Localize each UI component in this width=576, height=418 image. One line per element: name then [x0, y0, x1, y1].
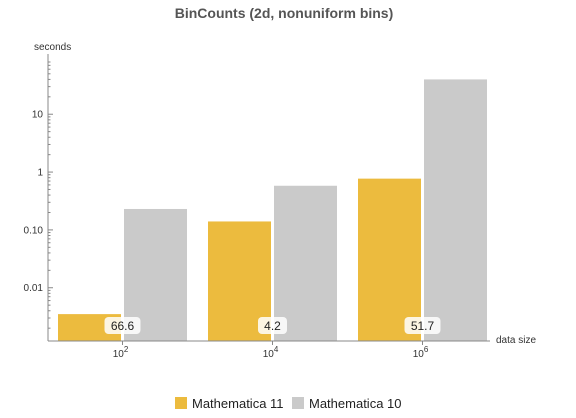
chart-title: BinCounts (2d, nonuniform bins): [175, 5, 394, 21]
bar-labels-layer: 66.6 4.2 51.7: [104, 317, 441, 334]
legend-label: Mathematica 11: [192, 396, 284, 411]
bar-mathematica-11-2: [358, 178, 421, 341]
x-tick-label: 104: [263, 345, 279, 360]
y-tick-label: 0.01: [24, 283, 44, 294]
bar-label-bg: [404, 317, 441, 334]
bars-layer: [58, 79, 487, 341]
bar-label: 66.6: [111, 319, 135, 333]
axes-layer: 0.01 0.10 1 10 102 104 106: [24, 54, 490, 360]
bar-label-bg: [258, 317, 287, 334]
y-tick-label: 10: [32, 110, 44, 121]
bar-mathematica-10-2: [424, 79, 487, 341]
x-tick-label: 106: [413, 345, 429, 360]
y-axis-label: seconds: [34, 42, 71, 53]
legend-label: Mathematica 10: [309, 396, 402, 411]
bar-label-bg: [104, 317, 141, 334]
legend-swatch: [175, 397, 187, 409]
y-tick-label: 0.10: [24, 225, 44, 236]
legend: Mathematica 11 Mathematica 10: [175, 396, 402, 411]
bar-mathematica-10-1: [274, 185, 337, 341]
y-tick-label: 1: [37, 168, 43, 179]
bar-label: 4.2: [264, 319, 281, 333]
bar-label: 51.7: [411, 319, 435, 333]
legend-swatch: [292, 397, 304, 409]
x-tick-label: 102: [113, 345, 129, 360]
x-axis-label: data size: [496, 335, 536, 346]
